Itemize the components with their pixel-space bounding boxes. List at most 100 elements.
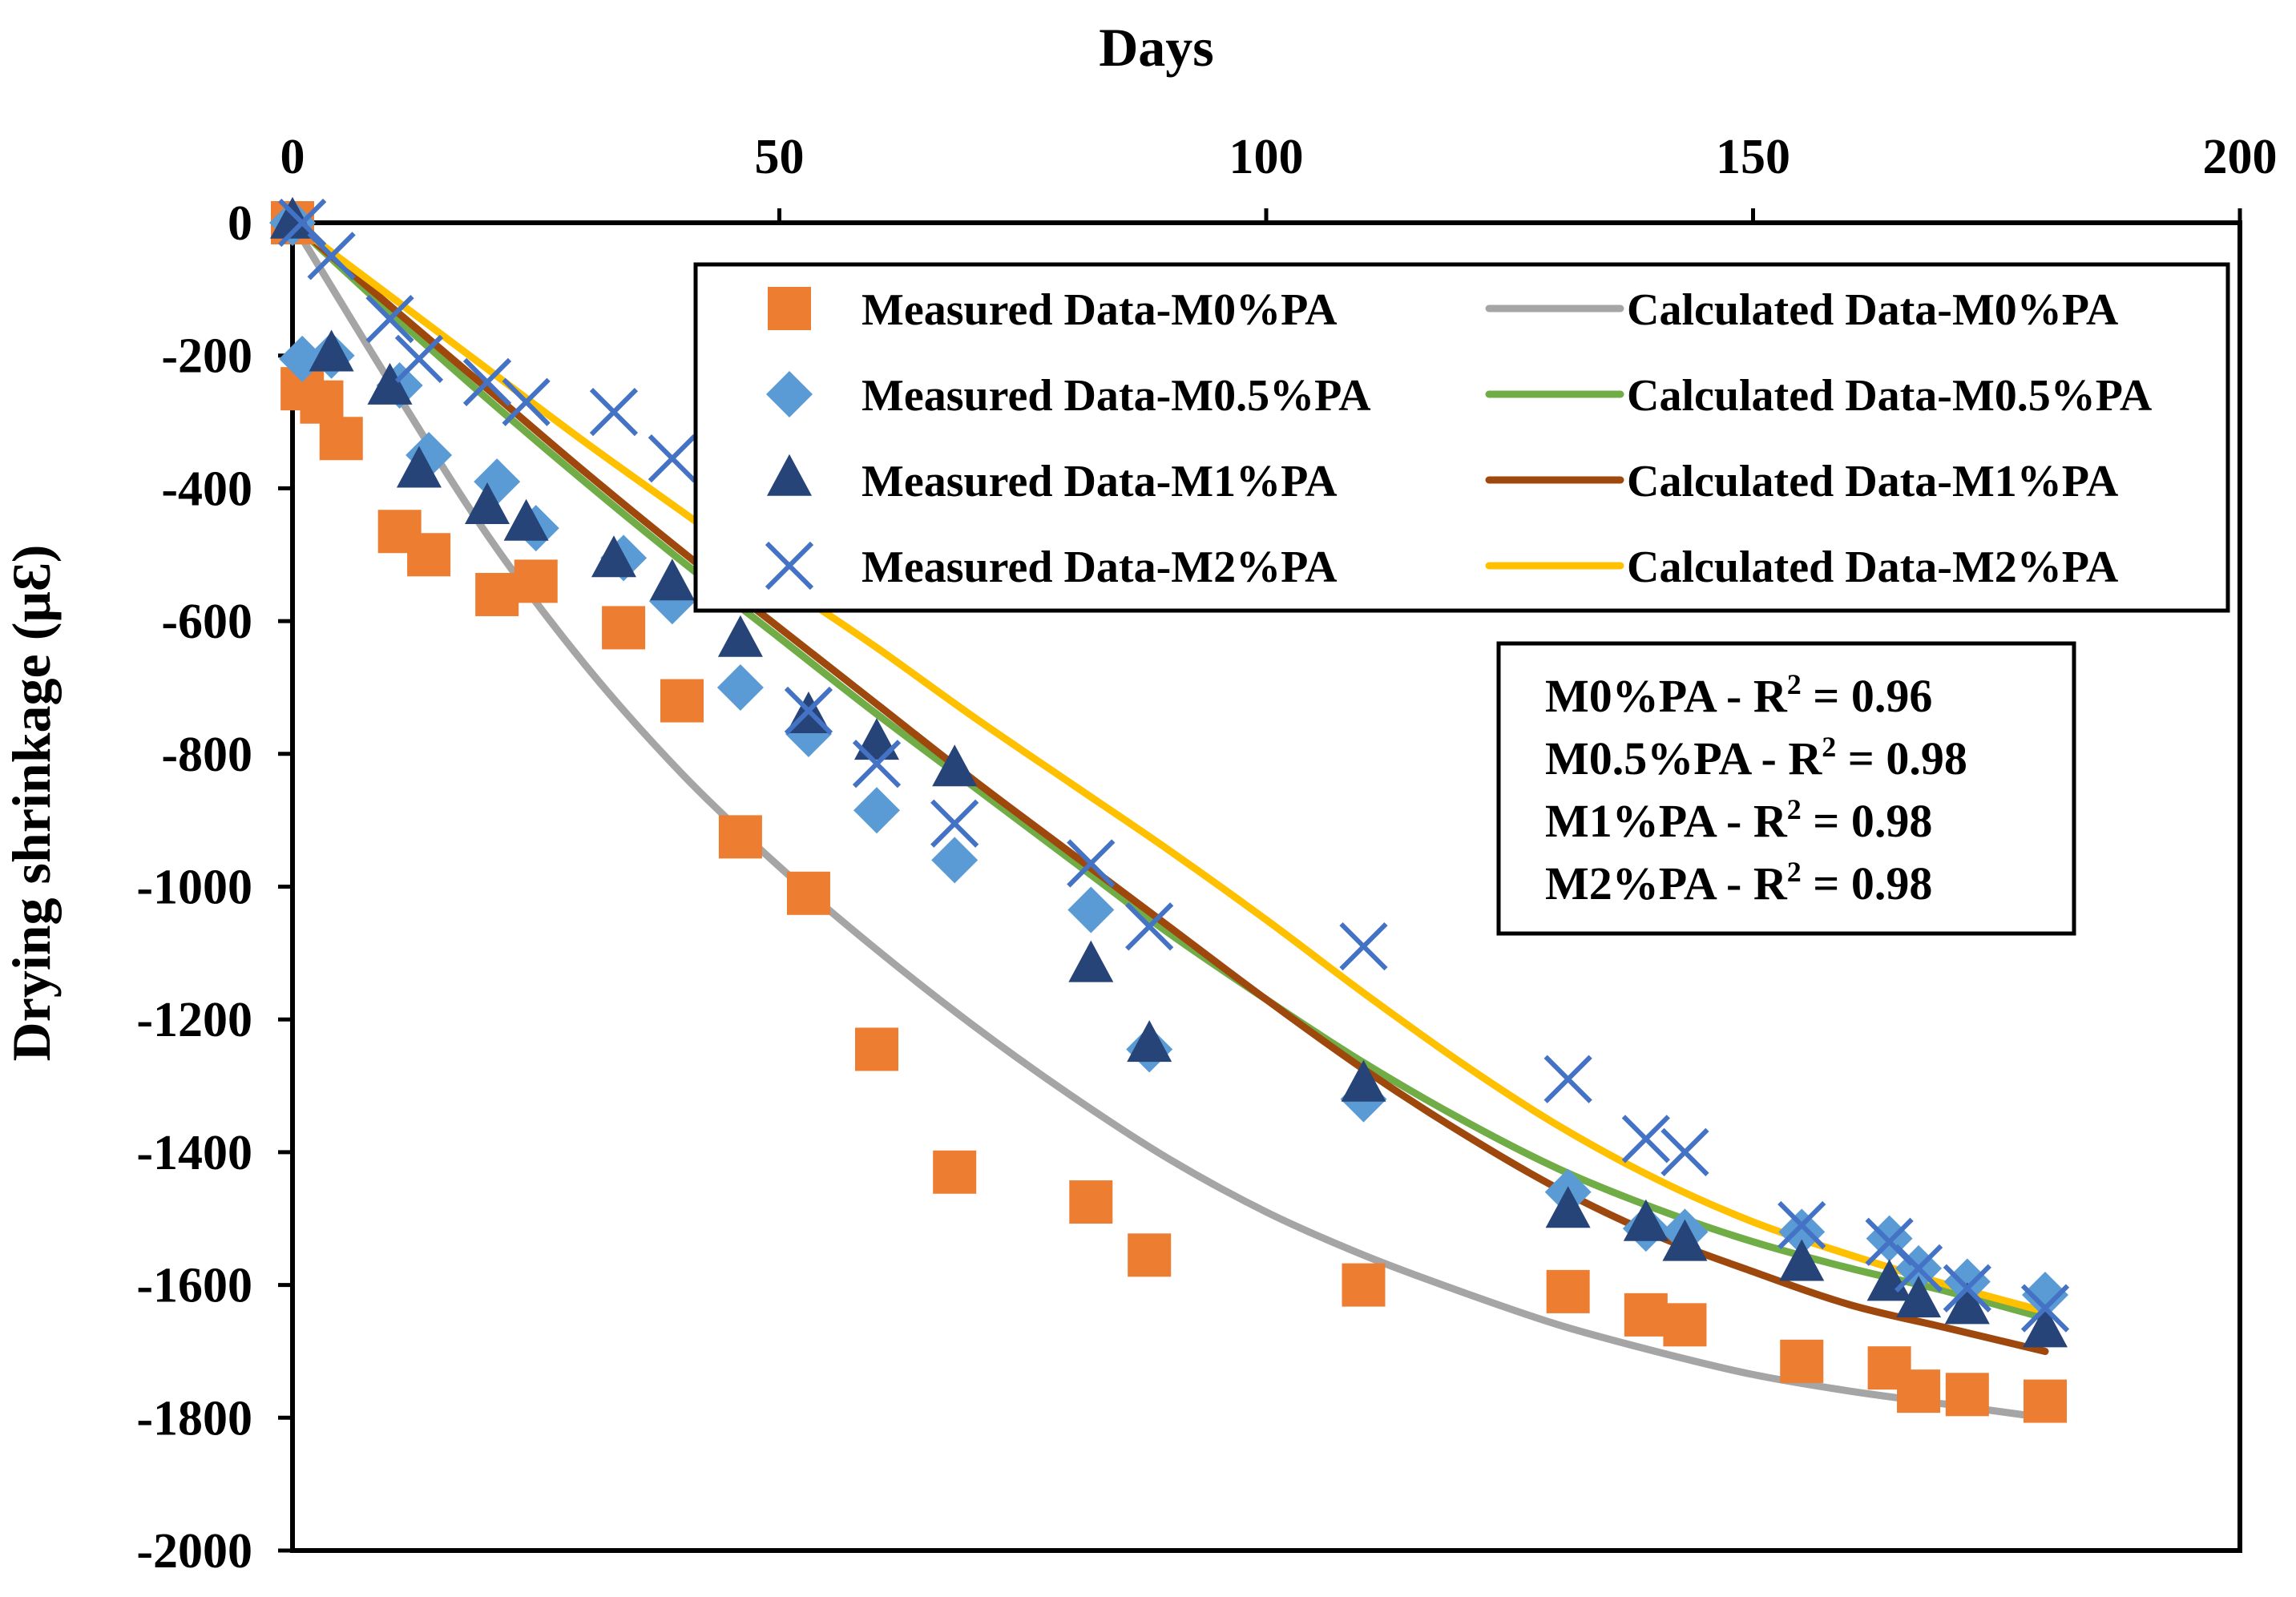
legend-label-measured-data-m1-pa: Measured Data-M1%PA: [862, 457, 1338, 506]
y-tick-label: -1200: [136, 993, 252, 1047]
legend-marker-measured-data-m0-5-pa: [766, 371, 813, 417]
point-measured-data-m0-pa: [319, 417, 363, 461]
point-measured-data-m2-pa: [2020, 1284, 2070, 1333]
y-tick-label: -800: [161, 728, 252, 782]
legend-label-calculated-data-m1-pa: Calculated Data-M1%PA: [1627, 457, 2119, 506]
axis-ticks: 0 50 100 150 200 0 -200 -400 -600 -800 -1000 -1200 -…: [136, 130, 2277, 1579]
point-measured-data-m0-5-pa: [1778, 1208, 1826, 1256]
y-tick-label: -1400: [136, 1126, 252, 1180]
legend-marker-measured-data-m1-pa: [767, 454, 812, 496]
point-measured-data-m1-pa: [932, 744, 978, 787]
point-measured-data-m0-pa: [718, 815, 762, 859]
point-measured-data-m2-pa: [1621, 1115, 1670, 1163]
point-measured-data-m0-pa: [1069, 1180, 1113, 1224]
series-measured-data-m1-pa: [270, 196, 2068, 1348]
point-measured-data-m1-pa: [717, 615, 763, 657]
point-measured-data-m0-5-pa: [1943, 1258, 1991, 1305]
point-measured-data-m0-5-pa: [853, 787, 900, 834]
point-measured-data-m2-pa: [1660, 1127, 1709, 1177]
point-measured-data-m1-pa: [1896, 1276, 1942, 1318]
point-measured-data-m1-pa: [1944, 1282, 1990, 1325]
point-measured-data-m1-pa: [1779, 1239, 1825, 1281]
y-tick-label: 0: [228, 196, 252, 251]
point-measured-data-m0-pa: [1546, 1269, 1590, 1313]
legend-label-calculated-data-m0-5-pa: Calculated Data-M0.5%PA: [1627, 371, 2153, 421]
point-measured-data-m1-pa: [1662, 1219, 1708, 1261]
point-measured-data-m1-pa: [465, 482, 510, 525]
point-measured-data-m2-pa: [930, 799, 979, 848]
legend-label-measured-data-m0-5-pa: Measured Data-M0.5%PA: [862, 371, 1371, 421]
point-measured-data-m0-pa: [933, 1150, 977, 1194]
r-squared-line: M1%PA - R2 = 0.98: [1545, 793, 1932, 847]
series-measured-data-m0-pa: [271, 201, 2067, 1423]
point-measured-data-m1-pa: [2023, 1305, 2068, 1348]
r-squared-box: M0%PA - R2 = 0.96 M0.5%PA - R2 = 0.98 M1%P…: [1496, 641, 2076, 936]
point-measured-data-m1-pa: [1341, 1059, 1386, 1102]
legend-marker-measured-data-m2-pa: [765, 541, 814, 591]
point-measured-data-m1-pa: [1127, 1020, 1172, 1063]
x-tick-label: 0: [280, 130, 305, 184]
y-tick-label: -2000: [136, 1524, 252, 1579]
y-tick-label: -1800: [136, 1391, 252, 1446]
point-measured-data-m0-pa: [1663, 1303, 1707, 1347]
point-measured-data-m0-5-pa: [716, 663, 764, 711]
y-tick-label: -1600: [136, 1259, 252, 1313]
point-measured-data-m2-pa: [1339, 922, 1388, 971]
point-measured-data-m0-pa: [1897, 1369, 1941, 1414]
point-measured-data-m1-pa: [270, 196, 315, 239]
point-measured-data-m2-pa: [589, 388, 639, 437]
point-measured-data-m1-pa: [503, 498, 549, 541]
point-measured-data-m1-pa: [367, 362, 413, 405]
point-measured-data-m1-pa: [396, 446, 442, 488]
y-tick-label: -400: [161, 462, 252, 516]
y-tick-label: -1000: [136, 861, 252, 915]
x-tick-label: 150: [1716, 130, 1790, 184]
r-squared-line: M0%PA - R2 = 0.96: [1545, 668, 1932, 722]
line-calculated-data-m0-5-pa: [289, 219, 2049, 1322]
point-measured-data-m1-pa: [1545, 1186, 1591, 1228]
measured-markers: [269, 196, 2070, 1423]
point-measured-data-m0-pa: [1780, 1339, 1824, 1383]
point-measured-data-m2-pa: [394, 334, 444, 383]
point-measured-data-m0-pa: [602, 606, 646, 650]
point-measured-data-m0-pa: [1945, 1373, 1989, 1417]
line-calculated-data-m1-pa: [289, 219, 2049, 1355]
point-measured-data-m0-pa: [514, 559, 558, 603]
calculated-lines: [289, 219, 2049, 1422]
point-measured-data-m1-pa: [1866, 1259, 1912, 1301]
legend: Measured Data-M0%PA Measured Data-M0.5%PA…: [693, 262, 2230, 613]
point-measured-data-m0-pa: [1624, 1293, 1668, 1337]
legend-box: [693, 262, 2230, 613]
y-axis-title: Drying shrinkage (μƐ): [1, 545, 62, 1062]
line-calculated-data-m2-pa: [289, 219, 2049, 1316]
point-measured-data-m0-pa: [475, 572, 519, 616]
point-measured-data-m0-pa: [786, 871, 830, 915]
point-measured-data-m2-pa: [365, 295, 414, 344]
point-measured-data-m2-pa: [462, 357, 512, 406]
r-squared-frame: [1496, 641, 2076, 936]
point-measured-data-m1-pa: [649, 559, 695, 601]
point-measured-data-m0-pa: [2024, 1379, 2067, 1423]
point-measured-data-m0-pa: [1128, 1233, 1172, 1277]
point-measured-data-m1-pa: [1068, 940, 1114, 982]
x-tick-label: 100: [1229, 130, 1304, 184]
point-measured-data-m1-pa: [1623, 1199, 1669, 1241]
point-measured-data-m0-pa: [855, 1027, 898, 1071]
point-measured-data-m2-pa: [502, 377, 551, 426]
point-measured-data-m2-pa: [648, 434, 696, 483]
point-measured-data-m0-5-pa: [1067, 886, 1115, 934]
point-measured-data-m2-pa: [1125, 902, 1174, 951]
legend-marker-measured-data-m0-pa: [768, 287, 811, 330]
point-measured-data-m2-pa: [1943, 1264, 1991, 1313]
point-measured-data-m2-pa: [307, 232, 356, 280]
point-measured-data-m0-pa: [660, 679, 704, 723]
point-measured-data-m2-pa: [784, 686, 833, 736]
point-measured-data-m2-pa: [852, 740, 902, 788]
point-measured-data-m1-pa: [591, 535, 636, 578]
y-tick-label: -600: [161, 595, 252, 649]
point-measured-data-m2-pa: [278, 198, 327, 248]
legend-label-calculated-data-m2-pa: Calculated Data-M2%PA: [1627, 542, 2119, 592]
point-measured-data-m0-pa: [1342, 1263, 1386, 1307]
point-measured-data-m2-pa: [1543, 1055, 1592, 1103]
x-tick-label: 50: [755, 130, 805, 184]
